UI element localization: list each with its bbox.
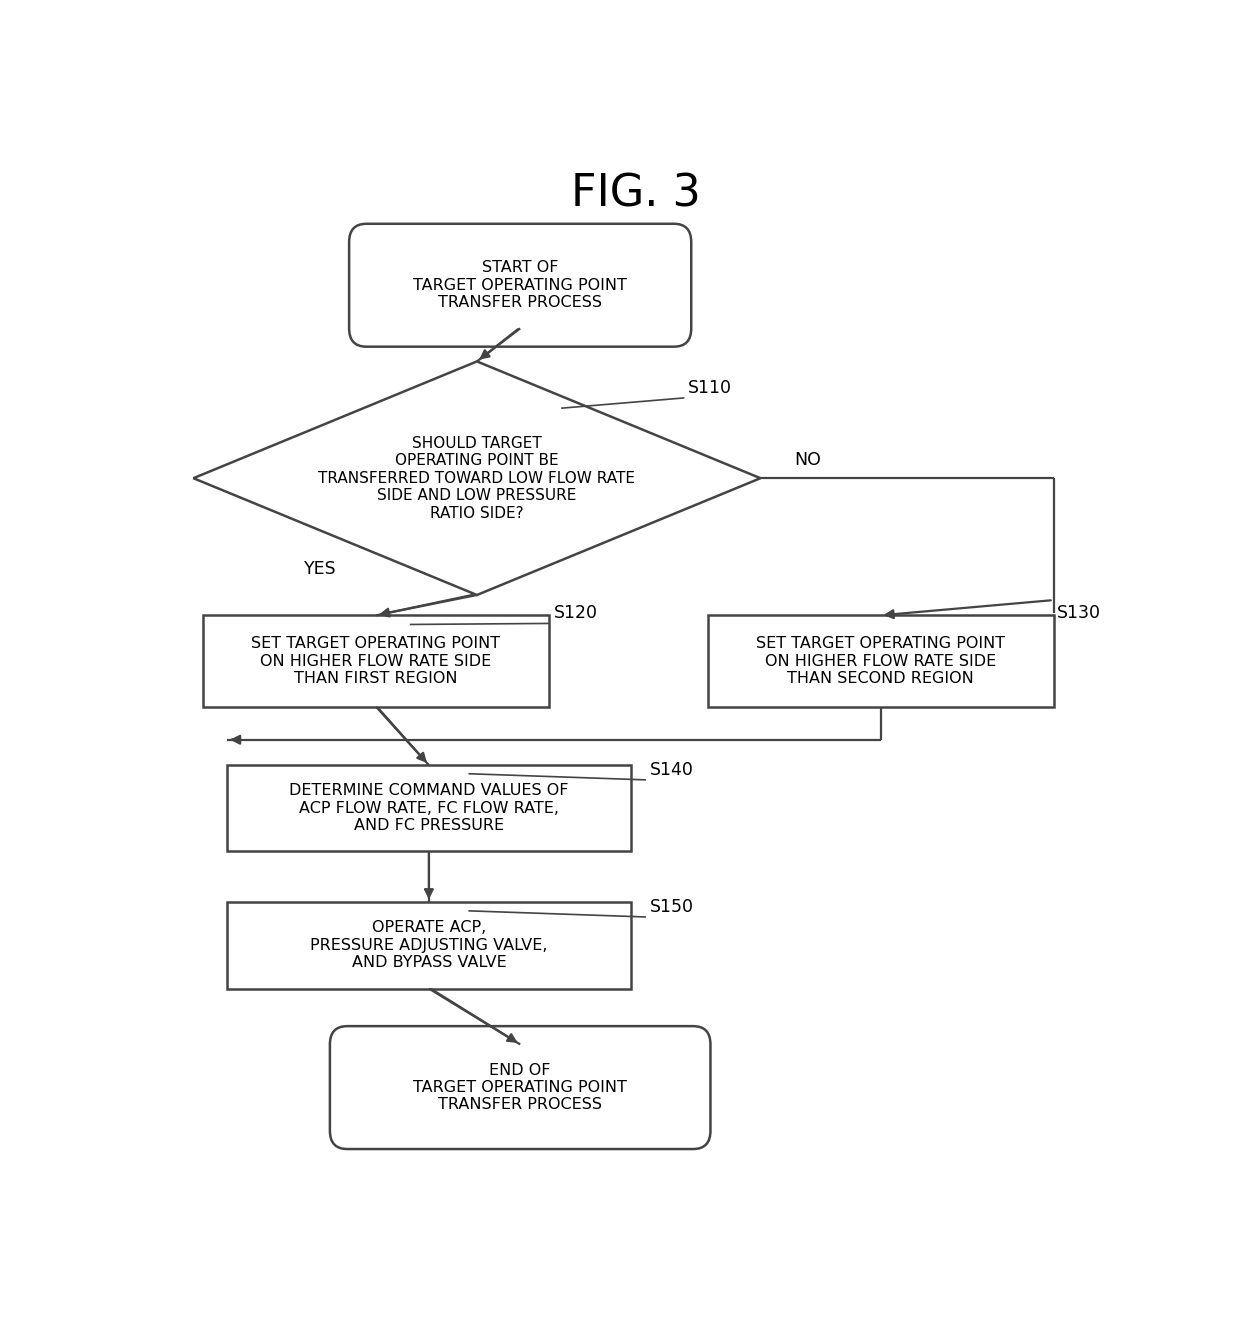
Text: S120: S120 (554, 604, 598, 623)
Text: START OF
TARGET OPERATING POINT
TRANSFER PROCESS: START OF TARGET OPERATING POINT TRANSFER… (413, 260, 627, 310)
Bar (203, 615, 549, 707)
Text: OPERATE ACP,
PRESSURE ADJUSTING VALVE,
AND BYPASS VALVE: OPERATE ACP, PRESSURE ADJUSTING VALVE, A… (310, 921, 548, 971)
Text: S150: S150 (650, 898, 694, 915)
Bar (227, 902, 631, 988)
Text: END OF
TARGET OPERATING POINT
TRANSFER PROCESS: END OF TARGET OPERATING POINT TRANSFER P… (413, 1063, 627, 1112)
FancyBboxPatch shape (330, 1026, 711, 1149)
Text: NO: NO (794, 451, 821, 470)
Text: SET TARGET OPERATING POINT
ON HIGHER FLOW RATE SIDE
THAN FIRST REGION: SET TARGET OPERATING POINT ON HIGHER FLO… (252, 636, 501, 686)
Text: DETERMINE COMMAND VALUES OF
ACP FLOW RATE, FC FLOW RATE,
AND FC PRESSURE: DETERMINE COMMAND VALUES OF ACP FLOW RAT… (289, 783, 569, 834)
Bar (227, 765, 631, 852)
Text: S140: S140 (650, 761, 694, 778)
Text: S130: S130 (1056, 604, 1100, 623)
Polygon shape (193, 361, 760, 595)
Text: SET TARGET OPERATING POINT
ON HIGHER FLOW RATE SIDE
THAN SECOND REGION: SET TARGET OPERATING POINT ON HIGHER FLO… (756, 636, 1006, 686)
Text: SHOULD TARGET
OPERATING POINT BE
TRANSFERRED TOWARD LOW FLOW RATE
SIDE AND LOW P: SHOULD TARGET OPERATING POINT BE TRANSFE… (319, 435, 635, 521)
Text: YES: YES (304, 559, 336, 578)
Bar (708, 615, 1054, 707)
Text: FIG. 3: FIG. 3 (570, 173, 701, 215)
Text: S110: S110 (688, 379, 733, 397)
FancyBboxPatch shape (350, 224, 691, 347)
